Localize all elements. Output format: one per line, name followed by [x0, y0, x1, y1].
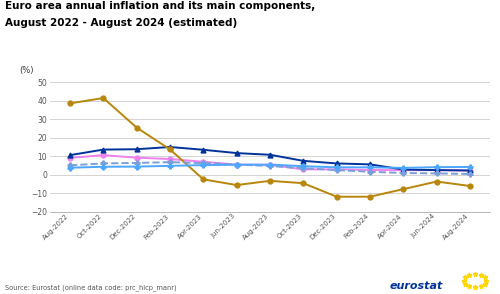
Food, alcohol & tobacco	[434, 168, 440, 172]
Food, alcohol & tobacco	[267, 153, 273, 156]
Line: Services: Services	[68, 162, 472, 170]
Non-energy industrial goods	[134, 161, 140, 165]
Food, alcohol & tobacco	[100, 148, 106, 151]
Energy	[367, 195, 373, 198]
Energy	[234, 183, 239, 187]
Non-energy industrial goods	[167, 161, 173, 164]
Energy	[100, 96, 106, 100]
Energy	[267, 179, 273, 183]
Non-energy industrial goods	[100, 162, 106, 165]
Line: Food, alcohol & tobacco: Food, alcohol & tobacco	[68, 145, 472, 173]
Food, alcohol & tobacco	[67, 153, 73, 157]
Line: Non-energy industrial goods: Non-energy industrial goods	[68, 160, 472, 176]
Energy	[400, 187, 406, 191]
Services	[167, 164, 173, 168]
Text: eurostat: eurostat	[390, 281, 444, 291]
All-items	[100, 153, 106, 157]
Non-energy industrial goods	[467, 172, 473, 176]
Food, alcohol & tobacco	[400, 168, 406, 171]
Services	[134, 165, 140, 168]
Text: Euro area annual inflation and its main components,: Euro area annual inflation and its main …	[5, 1, 316, 11]
Energy	[134, 126, 140, 129]
All-items	[234, 163, 239, 166]
Energy	[167, 148, 173, 151]
Energy	[67, 102, 73, 105]
Non-energy industrial goods	[234, 163, 239, 166]
Services	[267, 163, 273, 166]
Food, alcohol & tobacco	[200, 148, 206, 151]
Non-energy industrial goods	[367, 170, 373, 173]
Food, alcohol & tobacco	[134, 148, 140, 151]
All-items	[200, 160, 206, 163]
Energy	[467, 184, 473, 188]
Food, alcohol & tobacco	[167, 145, 173, 149]
Non-energy industrial goods	[200, 161, 206, 165]
Food, alcohol & tobacco	[334, 162, 340, 165]
All-items	[134, 156, 140, 159]
Non-energy industrial goods	[400, 171, 406, 175]
Line: Energy: Energy	[68, 96, 472, 199]
Energy	[434, 180, 440, 183]
All-items	[467, 169, 473, 172]
Services	[67, 166, 73, 169]
Text: (%): (%)	[19, 66, 34, 75]
Energy	[200, 178, 206, 181]
Services	[100, 165, 106, 168]
All-items	[367, 168, 373, 172]
All-items	[267, 163, 273, 167]
Services	[300, 164, 306, 168]
All-items	[434, 168, 440, 172]
Text: August 2022 - August 2024 (estimated): August 2022 - August 2024 (estimated)	[5, 18, 237, 28]
Non-energy industrial goods	[300, 166, 306, 170]
Services	[234, 163, 239, 166]
Food, alcohol & tobacco	[300, 159, 306, 163]
Line: All-items: All-items	[68, 153, 472, 173]
Energy	[300, 181, 306, 185]
Food, alcohol & tobacco	[367, 163, 373, 166]
Food, alcohol & tobacco	[467, 169, 473, 172]
All-items	[300, 168, 306, 171]
Services	[434, 166, 440, 169]
All-items	[167, 157, 173, 161]
Non-energy industrial goods	[67, 163, 73, 167]
Services	[400, 166, 406, 170]
Non-energy industrial goods	[334, 168, 340, 172]
Services	[200, 163, 206, 167]
All-items	[67, 156, 73, 160]
Services	[367, 166, 373, 169]
Food, alcohol & tobacco	[234, 151, 239, 155]
All-items	[400, 168, 406, 172]
Services	[334, 166, 340, 169]
Energy	[334, 195, 340, 198]
All-items	[334, 168, 340, 171]
Services	[467, 165, 473, 169]
Text: Source: Eurostat (online data code: prc_hicp_manr): Source: Eurostat (online data code: prc_…	[5, 284, 176, 291]
Non-energy industrial goods	[267, 164, 273, 168]
Non-energy industrial goods	[434, 172, 440, 175]
